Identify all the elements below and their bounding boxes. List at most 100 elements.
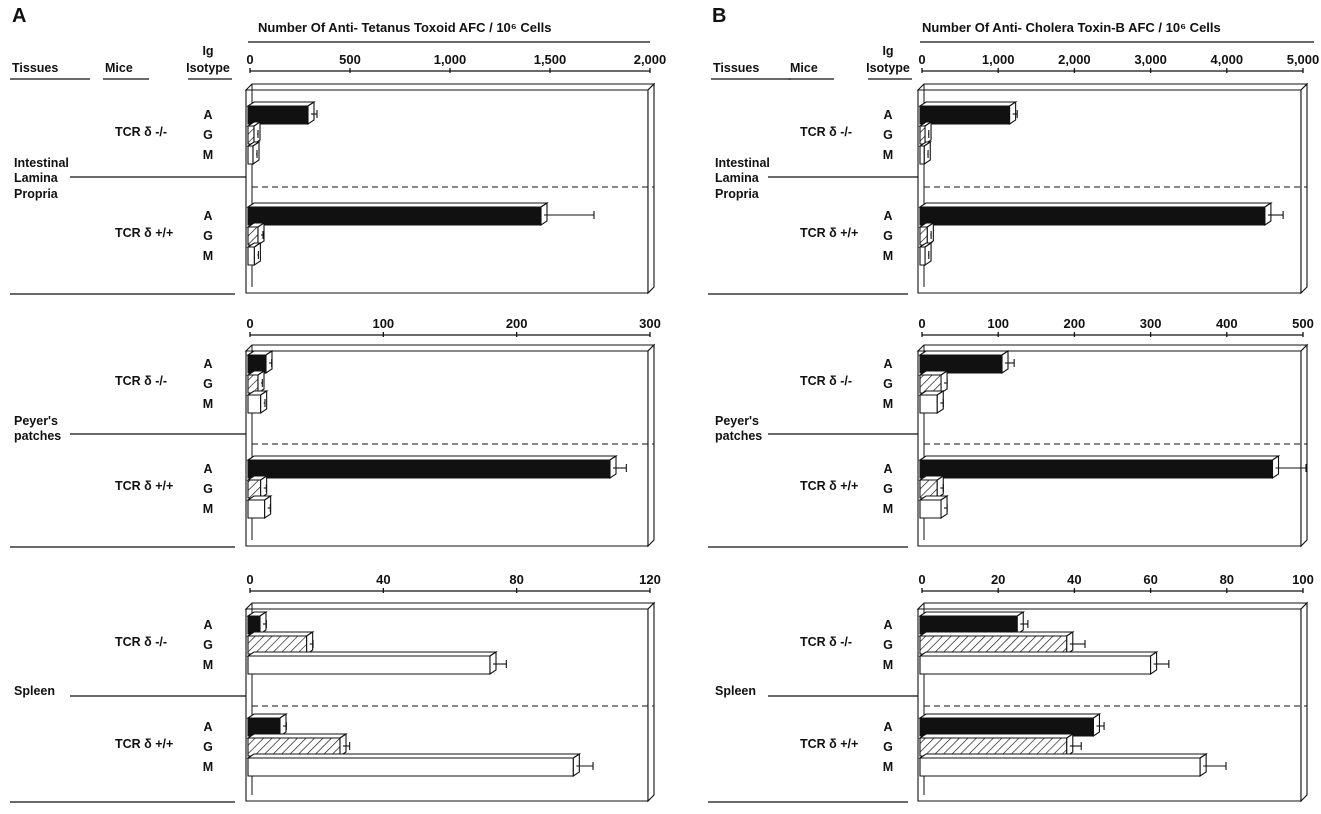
tick-label: 300 [1140,316,1162,331]
bar-A [919,105,1011,125]
isotype-label-M: M [203,760,213,774]
bar-A [247,717,281,737]
bar-side-A [259,610,267,636]
plot-box-side [1300,82,1308,295]
tick-label: 500 [339,52,361,67]
tick-label: 0 [918,572,925,587]
bar-A [247,354,267,374]
isotype-label-G: G [883,482,893,496]
tissue-label: patches [715,429,762,443]
plot-box-top [244,83,656,91]
bar-top-G [918,631,1075,637]
tick-label: 5,000 [1287,52,1320,67]
bar-side-G [1066,732,1074,758]
bar-side-M [923,140,931,166]
tick-label: 100 [372,316,394,331]
bar-side-A [307,100,315,126]
bar-G [919,635,1068,655]
bar-A [919,717,1094,737]
plot-box-top [244,344,656,352]
isotype-label-G: G [203,482,213,496]
bar-side-M [1199,752,1207,778]
bar-M [247,394,262,414]
isotype-label-A: A [203,618,212,632]
bar-top-M [246,651,498,657]
plot-box-side [1300,601,1308,803]
tissue-label: Spleen [715,684,756,698]
isotype-label-M: M [883,397,893,411]
panel-letter-B: B [712,5,726,27]
bar-side-M [1150,650,1158,676]
isotype-label-A: A [883,209,892,223]
column-header-tissues: Tissues [713,61,759,75]
isotype-label-A: A [203,462,212,476]
bar-M [919,499,942,519]
bar-side-A [1001,349,1009,375]
bar-side-G [936,474,944,500]
bar-side-G [924,120,932,146]
plot-box-side [647,82,655,295]
bar-side-M [252,140,260,166]
bar-top-M [246,753,582,759]
bar-side-G [260,474,268,500]
bar-G [919,226,928,246]
mice-label-wt: TCR δ +/+ [800,737,858,751]
bar-M [247,246,255,266]
bar-G [247,635,308,655]
bar-side-G [1066,630,1074,656]
column-header-tissues: Tissues [12,61,58,75]
isotype-label-G: G [203,128,213,142]
tissue-label: Intestinal [14,156,69,170]
isotype-label-M: M [203,397,213,411]
tick-label: 60 [1143,572,1157,587]
bar-A [919,354,1003,374]
tissue-label: Propria [715,187,760,201]
column-header-mice: Mice [790,61,818,75]
column-header-isotype: Isotype [866,61,910,75]
bar-side-G [253,120,261,146]
tick-label: 100 [987,316,1009,331]
bar-side-M [260,389,268,415]
bar-side-M [264,494,272,520]
bar-side-A [1009,100,1017,126]
mice-label-wt: TCR δ +/+ [115,737,173,751]
bar-side-M [489,650,497,676]
bar-A [247,459,611,479]
bar-top-A [918,455,1281,461]
isotype-label-G: G [203,740,213,754]
mice-label-ko: TCR δ -/- [115,374,167,388]
isotype-label-G: G [883,377,893,391]
bar-G [247,374,259,394]
column-header-ig: Ig [882,44,893,58]
bar-side-A [1016,610,1024,636]
bar-A [919,459,1274,479]
bar-side-G [339,732,347,758]
plot-box-top [244,602,656,610]
bar-side-A [1264,201,1272,227]
bar-M [247,757,574,777]
tissue-label: Peyer's [715,414,759,428]
isotype-label-G: G [883,229,893,243]
tissue-label: Propria [14,187,59,201]
bar-side-G [257,221,265,247]
bar-G [919,125,926,145]
bar-M [919,246,926,266]
bar-top-A [918,611,1026,617]
bar-A [247,105,309,125]
plot-box-top [916,602,1309,610]
isotype-label-M: M [883,502,893,516]
tick-label: 2,000 [634,52,667,67]
mice-label-ko: TCR δ -/- [115,635,167,649]
isotype-label-G: G [203,377,213,391]
tissue-label: Peyer's [14,414,58,428]
bar-side-A [265,349,273,375]
bar-M [919,757,1201,777]
isotype-label-G: G [883,638,893,652]
isotype-label-A: A [883,357,892,371]
plot-box-side [647,343,655,548]
bar-G [919,479,938,499]
tissue-label: Lamina [715,171,760,185]
bar-top-A [918,713,1102,719]
tick-label: 300 [639,316,661,331]
